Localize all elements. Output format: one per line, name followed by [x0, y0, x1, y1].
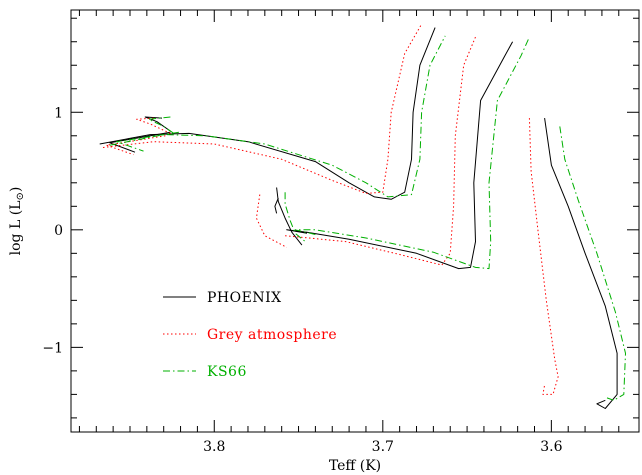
series-line: [544, 118, 618, 409]
series-line: [109, 35, 446, 198]
axis-ticks: 3.8 3.7 3.6 1 0 −1: [42, 10, 639, 455]
series-line: [148, 116, 175, 134]
series-ks66: [109, 35, 626, 401]
series-line: [109, 131, 171, 153]
y-axis-label-sub: ⊙: [15, 192, 26, 200]
series-line: [274, 197, 279, 214]
y-tick-label: 0: [54, 223, 63, 239]
y-tick-label: −1: [42, 340, 63, 356]
series-grey-atmosphere: [102, 23, 559, 395]
series-line: [136, 117, 171, 134]
x-axis-label: Teff (K): [329, 458, 381, 474]
legend-label: Grey atmosphere: [207, 327, 337, 343]
series-line: [294, 36, 530, 270]
series-line: [284, 192, 306, 242]
legend: PHOENIX Grey atmosphere KS66: [163, 290, 337, 380]
plot-frame: [70, 9, 640, 433]
series-line: [276, 187, 303, 246]
x-tick-label: 3.7: [372, 439, 394, 455]
y-axis-label: log L (L⊙): [8, 187, 26, 256]
y-tick-label: 1: [54, 105, 63, 121]
series-line: [102, 23, 423, 194]
series-line: [285, 36, 476, 266]
series-layer: [99, 23, 626, 409]
legend-label: KS66: [207, 364, 247, 380]
x-tick-label: 3.8: [203, 439, 225, 455]
y-axis-label-main: log L (L: [8, 201, 24, 256]
legend-label: PHOENIX: [207, 290, 282, 306]
series-phoenix: [99, 27, 618, 409]
series-line: [99, 27, 436, 200]
series-line: [528, 118, 559, 395]
series-line: [559, 126, 626, 401]
y-axis-label-close: ): [8, 187, 24, 192]
series-line: [286, 41, 514, 270]
series-line: [255, 194, 287, 248]
x-tick-label: 3.6: [540, 439, 562, 455]
